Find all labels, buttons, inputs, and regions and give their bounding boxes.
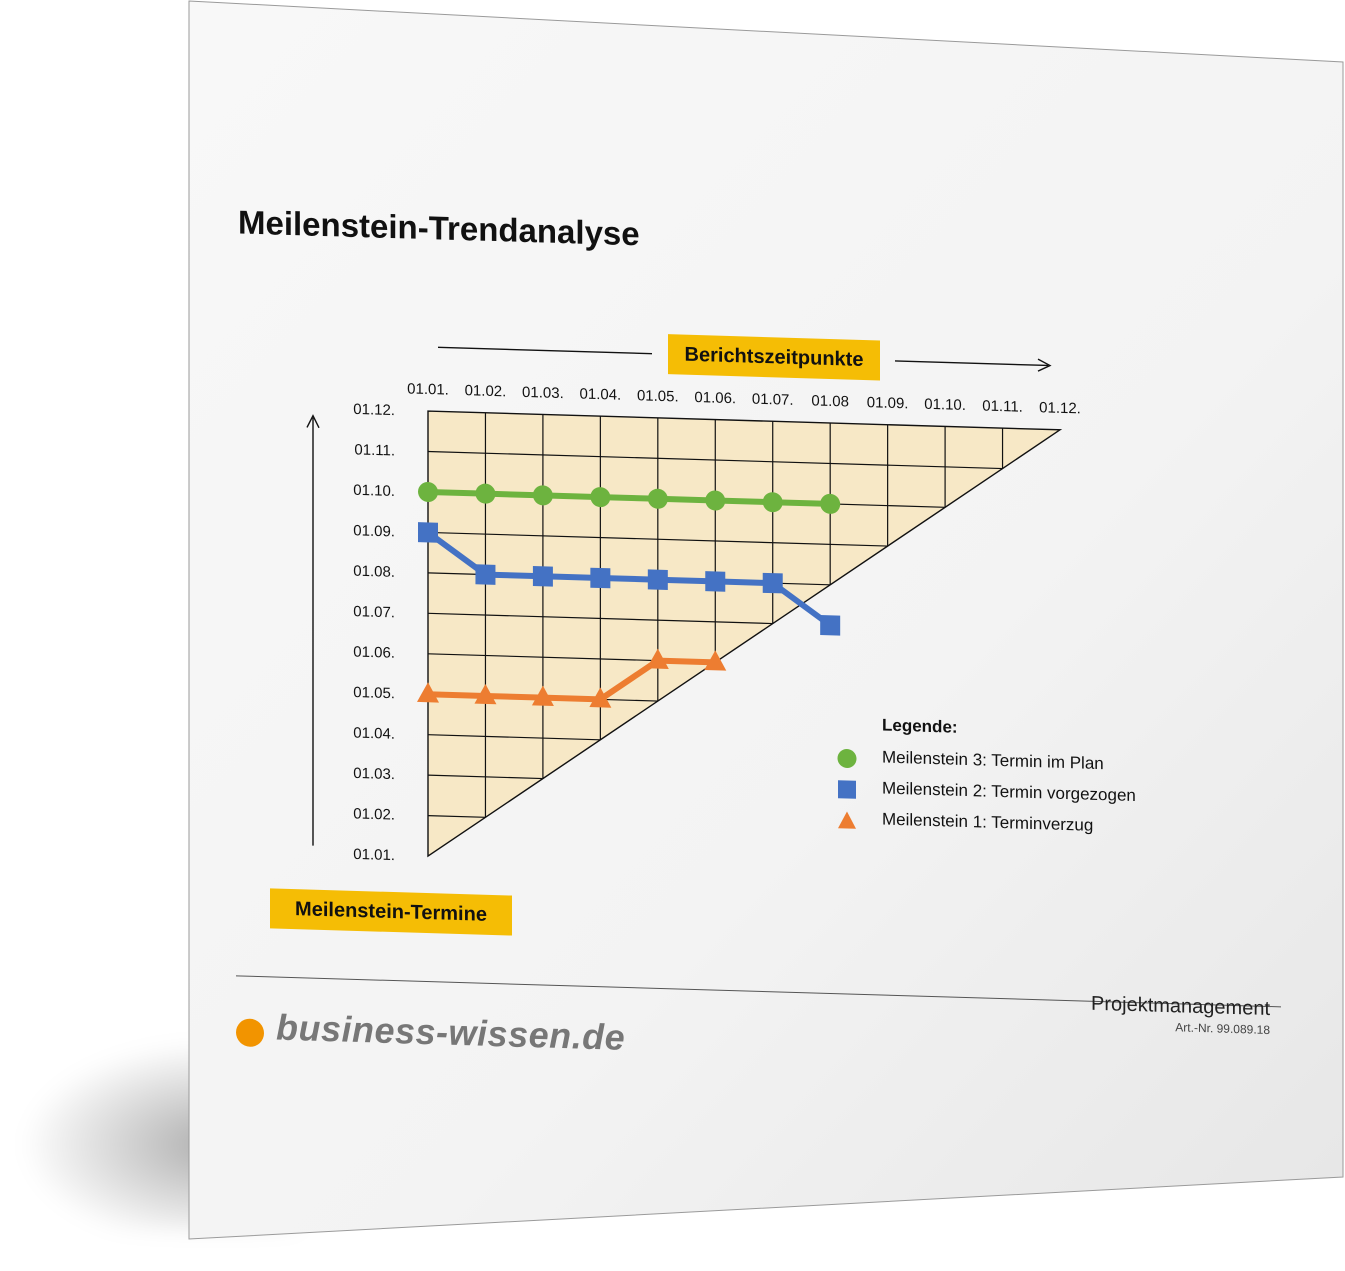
x-axis-line bbox=[438, 346, 652, 355]
x-tick-label: 01.11. bbox=[982, 398, 1023, 416]
mta-chart: 01.01. 01.02. 01.03. 01.04. 01.05. 01.06. 01.0… bbox=[306, 346, 1081, 864]
data-point-circle bbox=[590, 487, 611, 508]
data-point-circle bbox=[762, 492, 783, 513]
series-line bbox=[425, 657, 719, 703]
data-point-circle bbox=[532, 485, 553, 506]
legend-marker-circle bbox=[837, 748, 857, 769]
data-point-triangle bbox=[417, 682, 439, 703]
legend-label: Meilenstein 1: Terminverzug bbox=[882, 809, 1094, 835]
y-tick-label: 01.06. bbox=[353, 644, 395, 662]
y-tick-label: 01.05. bbox=[353, 684, 395, 702]
data-point-circle bbox=[418, 481, 438, 502]
x-axis-arrowhead-icon bbox=[1037, 358, 1052, 372]
legend-marker-square bbox=[838, 780, 856, 799]
footer-right: Projektmanagement Art.-Nr. 99.089.18 bbox=[970, 989, 1270, 1037]
data-point-square bbox=[590, 567, 611, 589]
x-tick-label: 01.06. bbox=[694, 389, 736, 407]
y-tick-label: 01.04. bbox=[353, 724, 395, 742]
x-tick-label: 01.07. bbox=[752, 391, 794, 409]
legend-label: Meilenstein 2: Termin vorgezogen bbox=[882, 778, 1136, 806]
y-axis-arrowhead-icon bbox=[306, 414, 320, 429]
data-point-circle bbox=[647, 488, 668, 509]
data-point-square bbox=[532, 565, 553, 587]
data-point-circle bbox=[820, 493, 841, 514]
data-point-square bbox=[762, 572, 783, 594]
data-point-triangle bbox=[531, 685, 554, 706]
y-tick-label: 01.02. bbox=[353, 805, 395, 823]
legend-label: Meilenstein 3: Termin im Plan bbox=[882, 747, 1104, 774]
y-tick-label: 01.11. bbox=[354, 441, 395, 459]
x-tick-label: 01.10. bbox=[924, 396, 966, 414]
x-tick-label: 01.02. bbox=[465, 382, 507, 400]
legend-marker-triangle bbox=[838, 811, 856, 829]
grid-line-horizontal bbox=[428, 734, 601, 741]
legend: Legende: Meilenstein 3: Termin im Plan M… bbox=[832, 714, 1192, 855]
x-tick-label: 01.08 bbox=[811, 392, 849, 410]
y-tick-label: 01.03. bbox=[353, 765, 395, 783]
x-tick-label: 01.01. bbox=[407, 380, 449, 398]
data-point-square bbox=[647, 569, 668, 590]
x-tick-label: 01.03. bbox=[522, 384, 564, 402]
data-point-square bbox=[820, 614, 841, 636]
data-point-triangle bbox=[704, 650, 727, 671]
data-point-square bbox=[475, 564, 496, 585]
x-tick-label: 01.09. bbox=[867, 394, 909, 412]
y-tick-label: 01.08. bbox=[353, 563, 395, 581]
grid-line-horizontal bbox=[428, 815, 486, 818]
x-axis-arrow-line bbox=[895, 360, 1048, 367]
data-point-triangle bbox=[474, 683, 497, 705]
data-point-triangle bbox=[646, 648, 669, 669]
document-content: Meilenstein-Trendanalyse Berichtszeitpun… bbox=[190, 2, 1340, 1271]
y-tick-label: 01.10. bbox=[353, 482, 395, 500]
x-tick-label: 01.04. bbox=[580, 386, 622, 404]
y-tick-label: 01.12. bbox=[353, 401, 395, 419]
logo-dot-icon bbox=[236, 1018, 264, 1048]
legend-title: Legende: bbox=[882, 715, 958, 737]
data-point-square bbox=[705, 571, 726, 592]
y-tick-label: 01.07. bbox=[353, 603, 395, 621]
data-point-circle bbox=[705, 490, 726, 511]
mta-triangle-area bbox=[427, 410, 1063, 858]
y-tick-label: 01.01. bbox=[353, 846, 395, 864]
brand-logo: business-wissen.de bbox=[276, 1006, 626, 1058]
y-tick-label: 01.09. bbox=[353, 522, 395, 540]
x-tick-label: 01.05. bbox=[637, 387, 679, 405]
x-tick-label: 01.12. bbox=[1039, 399, 1081, 417]
data-point-triangle bbox=[589, 687, 612, 708]
data-point-square bbox=[418, 522, 438, 543]
data-point-circle bbox=[475, 483, 496, 504]
